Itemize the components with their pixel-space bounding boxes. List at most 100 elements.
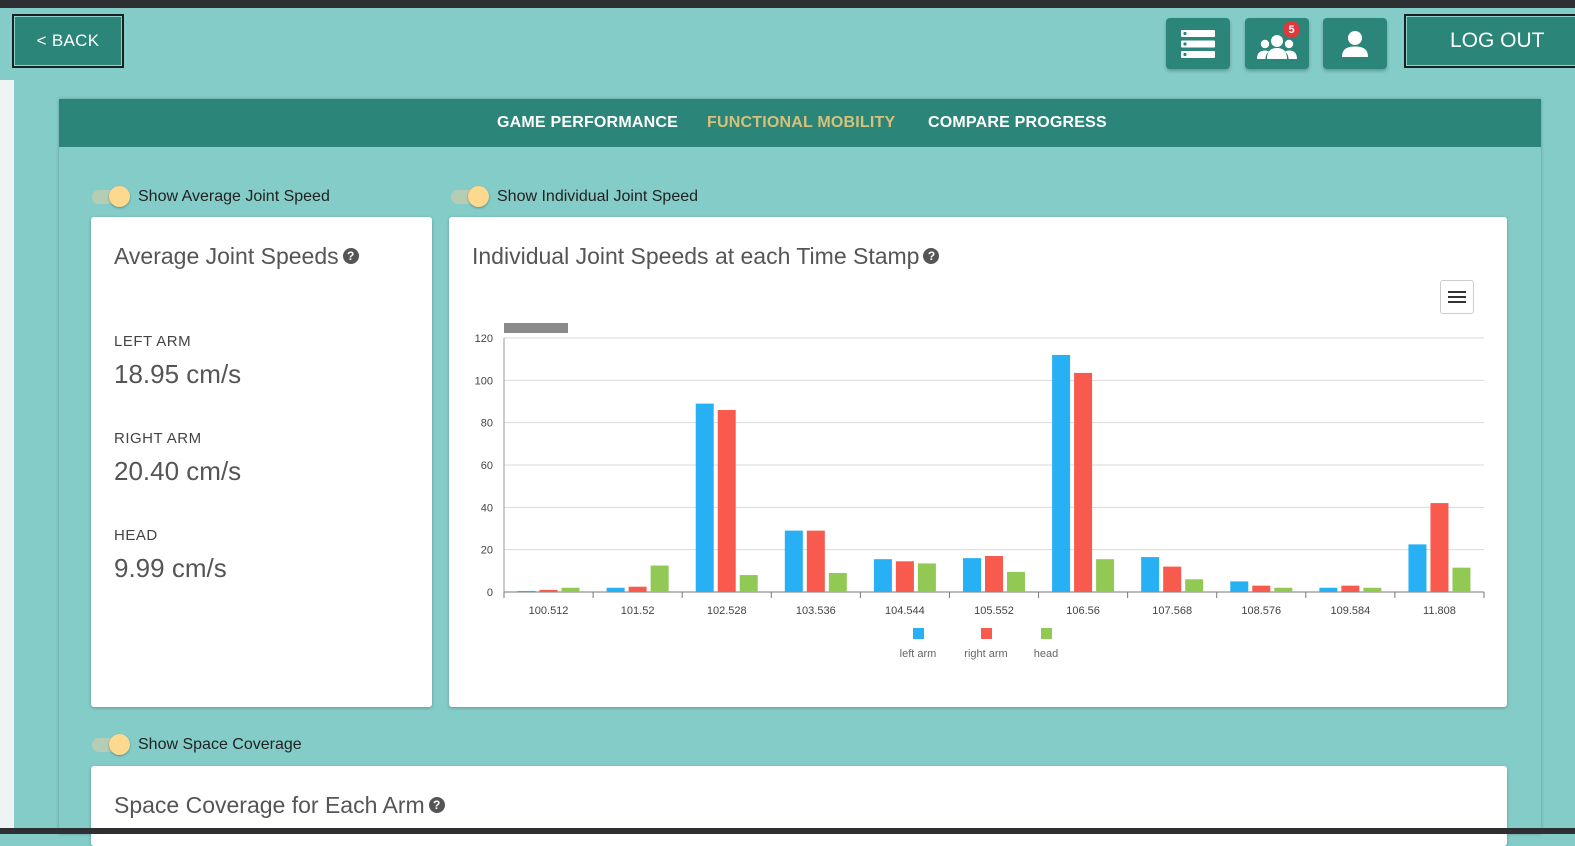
bar-right-arm	[539, 589, 558, 592]
head-value: 9.99 cm/s	[114, 553, 227, 583]
legend-label-head: head	[1034, 648, 1058, 660]
individual-speed-toggle-label: Show Individual Joint Speed	[497, 188, 699, 205]
x-tick-label: 105.552	[974, 605, 1014, 617]
legend-label-right-arm: right arm	[964, 648, 1007, 660]
hamburger-menu-icon	[1448, 291, 1466, 303]
bar-right-arm	[1074, 372, 1093, 592]
zoom-selection-bar	[504, 323, 568, 333]
help-icon[interactable]: ?	[342, 247, 359, 264]
bar-head	[1007, 571, 1025, 592]
bar-right-arm	[717, 409, 736, 592]
average-speed-toggle-label: Show Average Joint Speed	[138, 188, 330, 205]
chart-menu-button[interactable]	[1440, 280, 1474, 314]
bar-head	[828, 572, 847, 592]
average-joint-speeds-card: Average Joint Speeds ? LEFT ARM 18.95 cm…	[91, 217, 432, 707]
bar-right-arm	[895, 561, 914, 592]
bar-left-arm	[517, 590, 536, 592]
y-tick-label: 60	[481, 460, 493, 472]
average-card-title-text: Average Joint Speeds	[114, 243, 339, 269]
y-tick-label: 0	[487, 587, 493, 599]
head-label: HEAD	[114, 527, 158, 544]
bar-chart: 0 20 40 60 80 100 120 100.512 101.52 102.528 103.5…	[475, 323, 1485, 660]
bar-head	[1096, 559, 1115, 592]
space-coverage-toggle-label: Show Space Coverage	[138, 736, 302, 753]
bar-left-arm	[873, 559, 892, 592]
individual-joint-speeds-card: Individual Joint Speeds at each Time Sta…	[449, 217, 1507, 707]
space-card-title-text: Space Coverage for Each Arm	[114, 792, 425, 818]
y-tick-label: 100	[475, 375, 493, 387]
x-tick-label: 11.808	[1423, 605, 1456, 617]
bar-right-arm	[628, 586, 647, 592]
x-tick-label: 101.52	[621, 605, 655, 617]
average-speed-toggle[interactable]	[92, 186, 130, 207]
bar-left-arm	[1319, 587, 1338, 592]
help-icon[interactable]: ?	[428, 796, 445, 813]
toggle-knob	[109, 734, 130, 755]
bar-left-arm	[784, 530, 803, 592]
individual-card-title: Individual Joint Speeds at each Time Sta…	[472, 243, 940, 270]
individual-speed-toggle[interactable]	[451, 186, 489, 207]
page-left-gutter	[0, 80, 14, 834]
space-coverage-toggle[interactable]	[92, 734, 130, 755]
bar-left-arm	[1230, 581, 1249, 592]
x-tick-label: 108.576	[1241, 605, 1281, 617]
space-coverage-card: Space Coverage for Each Arm ?	[91, 766, 1507, 846]
window-top-strip	[0, 0, 1575, 8]
tab-bar: GAME PERFORMANCE FUNCTIONAL MOBILITY COM…	[59, 99, 1541, 147]
bar-right-arm	[1163, 566, 1182, 592]
list-button[interactable]	[1166, 18, 1230, 69]
toggle-knob	[109, 186, 130, 207]
left-arm-label: LEFT ARM	[114, 333, 192, 350]
space-card-title: Space Coverage for Each Arm ?	[114, 792, 445, 819]
x-tick-label: 107.568	[1152, 605, 1192, 617]
user-icon	[1342, 30, 1368, 57]
x-tick-label: 100.512	[529, 605, 569, 617]
tab-game-performance[interactable]: GAME PERFORMANCE	[497, 114, 678, 131]
x-tick-label: 102.528	[707, 605, 747, 617]
bar-left-arm	[606, 587, 625, 592]
bar-head	[1363, 587, 1382, 592]
bar-head	[1274, 587, 1293, 592]
tab-compare-progress[interactable]: COMPARE PROGRESS	[928, 114, 1107, 131]
y-tick-label: 40	[481, 502, 493, 514]
notification-badge: 5	[1283, 21, 1300, 38]
bar-left-arm	[1052, 354, 1071, 592]
y-tick-label: 120	[475, 333, 493, 345]
profile-button[interactable]	[1323, 18, 1387, 69]
help-icon[interactable]: ?	[923, 247, 940, 264]
legend-swatch-right-arm	[981, 628, 992, 639]
bar-head	[561, 587, 580, 592]
bar-right-arm	[985, 556, 1003, 592]
tab-functional-mobility[interactable]: FUNCTIONAL MOBILITY	[707, 114, 896, 131]
individual-speed-toggle-row: Show Individual Joint Speed	[451, 186, 699, 207]
right-arm-value: 20.40 cm/s	[114, 456, 242, 486]
bar-left-arm	[963, 558, 981, 592]
bar-head	[1452, 567, 1471, 592]
space-coverage-toggle-row: Show Space Coverage	[92, 734, 302, 755]
individual-card-title-text: Individual Joint Speeds at each Time Sta…	[472, 243, 920, 269]
bar-head	[1185, 579, 1204, 592]
bar-right-arm	[1430, 503, 1449, 592]
x-tick-label: 104.544	[885, 605, 925, 617]
users-button[interactable]: 5	[1245, 18, 1309, 69]
toggle-knob	[468, 186, 489, 207]
bar-head	[650, 565, 669, 592]
main-panel: GAME PERFORMANCE FUNCTIONAL MOBILITY COM…	[59, 99, 1541, 846]
x-tick-label: 109.584	[1330, 605, 1370, 617]
x-tick-label: 103.536	[796, 605, 836, 617]
bar-head	[917, 563, 936, 592]
bar-head	[739, 575, 758, 592]
window-bottom-strip	[0, 828, 1575, 834]
back-button[interactable]: < BACK	[12, 14, 124, 68]
right-arm-label: RIGHT ARM	[114, 430, 202, 447]
bar-right-arm	[806, 530, 825, 592]
left-arm-value: 18.95 cm/s	[114, 359, 242, 389]
average-speed-toggle-row: Show Average Joint Speed	[92, 186, 330, 207]
legend-label-left-arm: left arm	[900, 648, 937, 660]
logout-button[interactable]: LOG OUT	[1404, 14, 1575, 68]
y-tick-label: 20	[481, 545, 493, 557]
bar-right-arm	[1341, 585, 1360, 592]
list-icon	[1181, 29, 1215, 58]
legend-swatch-head	[1041, 628, 1052, 639]
bar-left-arm	[1141, 557, 1160, 592]
